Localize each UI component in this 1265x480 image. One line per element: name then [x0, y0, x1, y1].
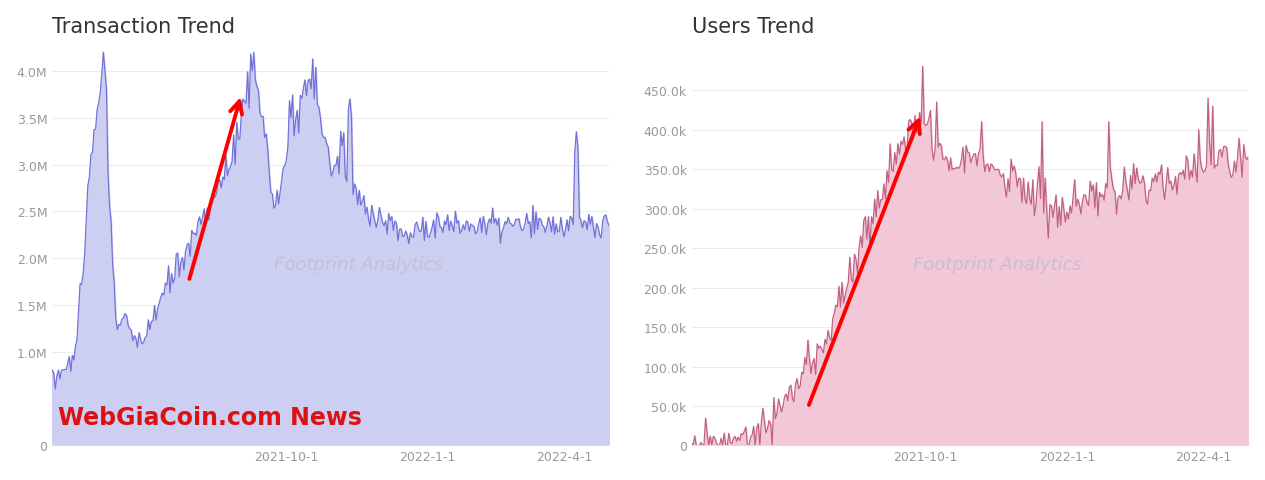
Text: Users Trend: Users Trend [692, 17, 813, 36]
Text: WebGiaCoin.com News: WebGiaCoin.com News [58, 406, 362, 430]
Text: Transaction Trend: Transaction Trend [52, 17, 235, 36]
Text: Footprint Analytics: Footprint Analytics [275, 256, 443, 274]
Text: Footprint Analytics: Footprint Analytics [913, 256, 1083, 274]
